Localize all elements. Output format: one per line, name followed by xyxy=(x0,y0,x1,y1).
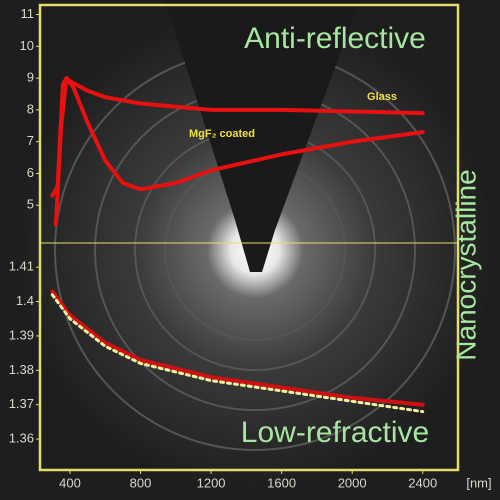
y-tick-label: 9 xyxy=(27,70,34,85)
y-tick-label: 6 xyxy=(27,165,34,180)
x-tick-label: 800 xyxy=(130,475,152,490)
frame xyxy=(38,3,460,472)
y-tick-label: 8 xyxy=(27,101,34,116)
x-tick-label: 400 xyxy=(59,475,81,490)
x-tick-label: 1200 xyxy=(197,475,226,490)
x-tick-label: 1600 xyxy=(267,475,296,490)
y-tick-label: 10 xyxy=(20,38,34,53)
y-tick-label: 11 xyxy=(21,6,35,21)
series-line xyxy=(50,293,425,414)
series-line xyxy=(50,289,425,407)
y-tick-label: 5 xyxy=(27,197,34,212)
annotation: Nanocrystalline xyxy=(450,169,481,360)
series-line xyxy=(50,76,425,198)
y-tick-label: 1.37 xyxy=(9,396,34,411)
y-tick-label: 1.41 xyxy=(9,259,34,274)
series-label: Glass xyxy=(367,91,397,103)
beam-stop xyxy=(165,0,360,272)
y-tick-label: 1.38 xyxy=(9,362,34,377)
annotation: Low-refractive xyxy=(241,416,429,449)
y-tick-label: 1.4 xyxy=(16,293,34,308)
y-tick-label: 1.39 xyxy=(9,327,34,342)
series-label: MgF₂ coated xyxy=(189,128,255,140)
annotation: Anti-reflective xyxy=(244,22,426,55)
x-axis-label: [nm] xyxy=(466,475,491,490)
x-tick-label: 2400 xyxy=(408,475,437,490)
series-line xyxy=(53,76,425,227)
y-tick-label: 1.36 xyxy=(9,431,34,446)
x-tick-label: 2000 xyxy=(338,475,367,490)
y-tick-label: 7 xyxy=(27,133,34,148)
